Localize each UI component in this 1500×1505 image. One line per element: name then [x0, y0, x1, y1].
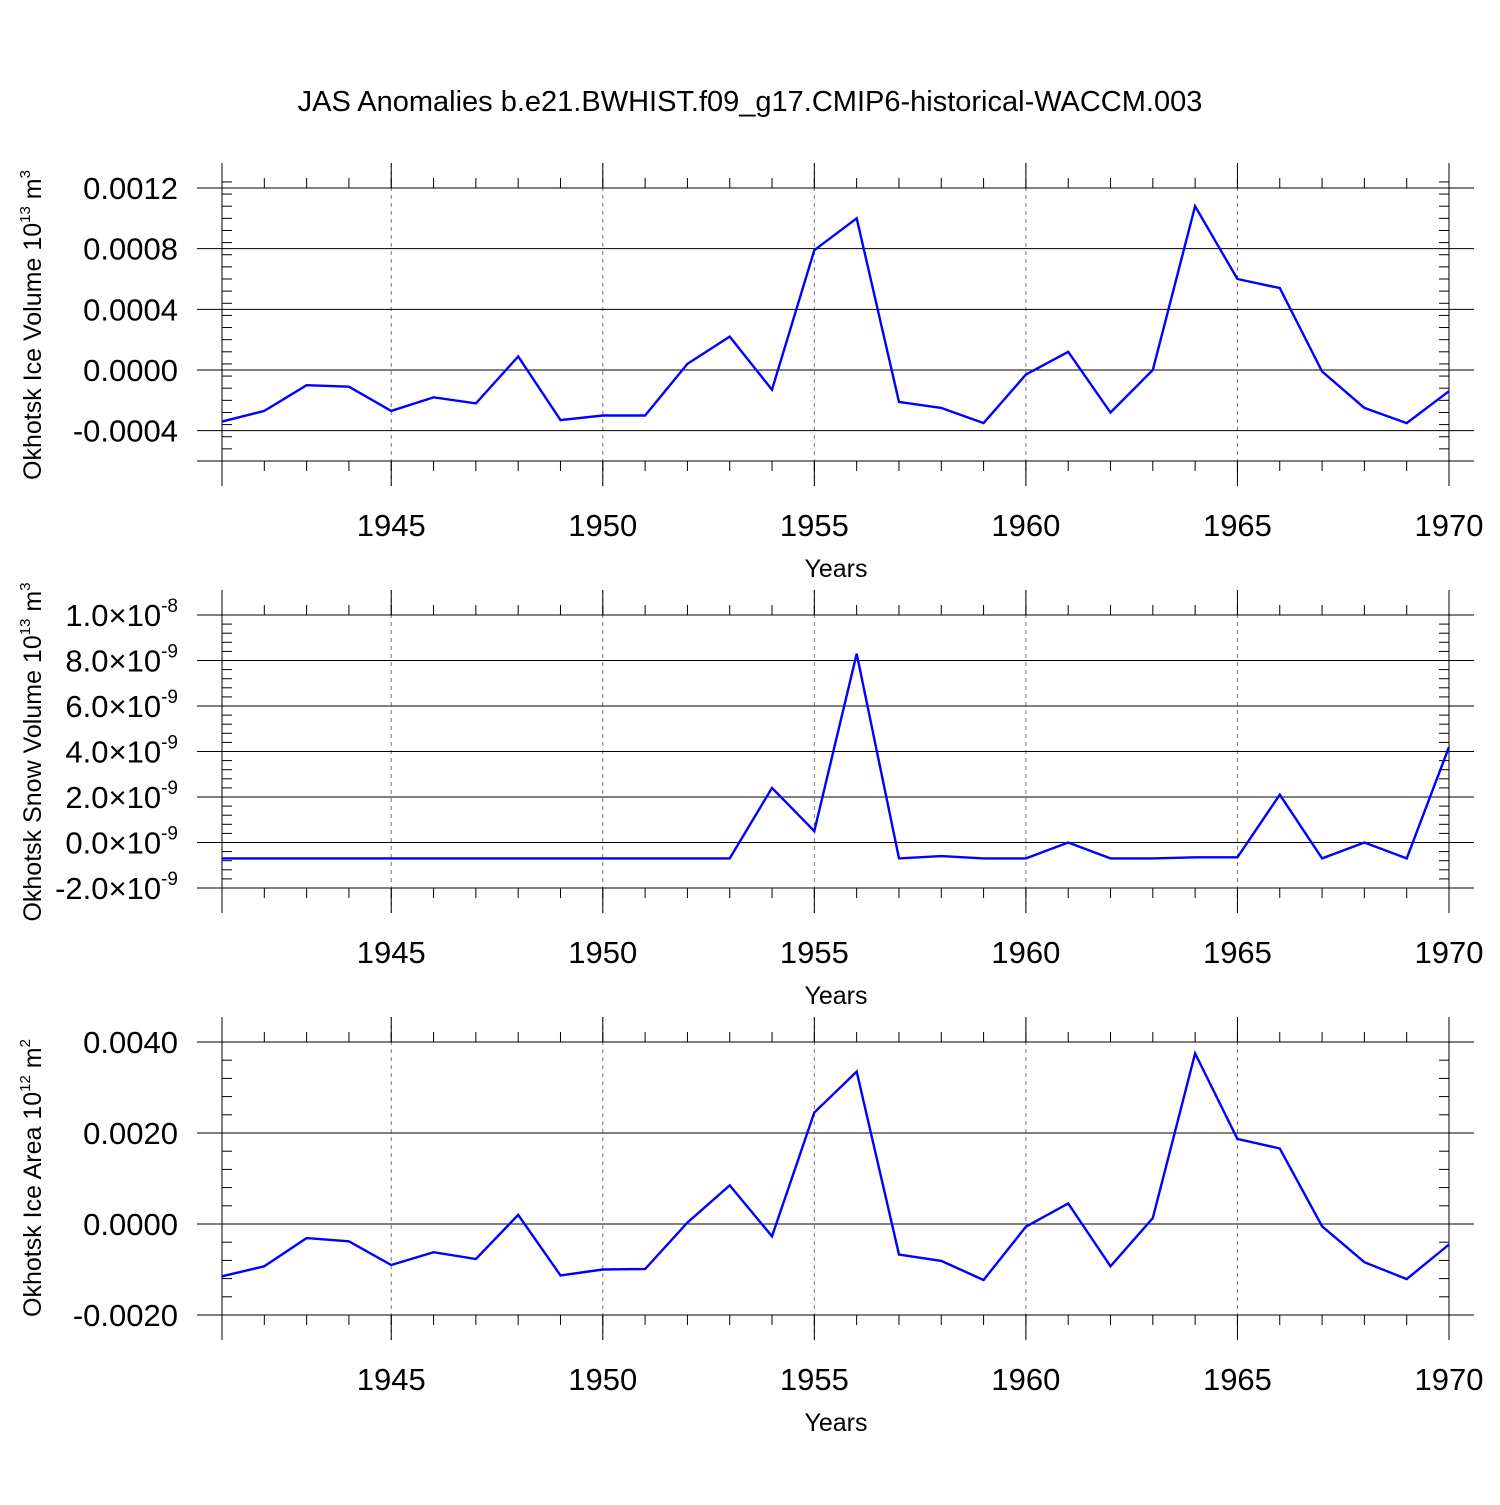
y-axis-title: Okhotsk Snow Volume 1013 m3	[17, 582, 47, 921]
x-tick-label: 1955	[780, 1362, 849, 1397]
y-tick-label: 0.0012	[83, 171, 178, 206]
y-tick-label: 0.0000	[83, 1207, 178, 1242]
y-tick-label: 0.0000	[83, 353, 178, 388]
y-tick-label: 1.0×10-8	[65, 596, 178, 633]
x-tick-label: 1965	[1203, 935, 1272, 970]
y-tick-label: 0.0020	[83, 1116, 178, 1151]
x-axis-title: Years	[804, 982, 867, 1010]
x-tick-label: 1960	[991, 1362, 1060, 1397]
figure-title: JAS Anomalies b.e21.BWHIST.f09_g17.CMIP6…	[297, 86, 1203, 118]
x-tick-label: 1950	[568, 1362, 637, 1397]
y-tick-label: -0.0020	[73, 1298, 178, 1333]
y-tick-label: -2.0×10-9	[55, 869, 178, 906]
y-tick-label: 0.0040	[83, 1025, 178, 1060]
y-tick-label: 0.0×10-9	[65, 824, 178, 861]
x-axis-title: Years	[804, 1409, 867, 1437]
x-tick-label: 1965	[1203, 1362, 1272, 1397]
y-tick-label: 6.0×10-9	[65, 687, 178, 724]
chart-panel-2: 1.0×10-8 8.0×10-9 6.0×10-9 4.0×10-9 2.0×10-9…	[17, 582, 1483, 1010]
y-tick-label: 0.0004	[83, 292, 178, 327]
x-tick-label: 1970	[1415, 935, 1484, 970]
y-axis-title: Okhotsk Ice Volume 1013 m3	[17, 170, 47, 480]
y-tick-label: -0.0004	[73, 414, 178, 449]
x-tick-label: 1960	[991, 935, 1060, 970]
series-line	[221, 1049, 1450, 1282]
x-tick-label: 1945	[357, 508, 426, 543]
x-tick-label: 1960	[991, 508, 1060, 543]
series-line	[222, 653, 1451, 860]
chart-panel-1: 0.0012 0.0008 0.0004 0.0000 -0.0004 1945 1950 1…	[17, 163, 1483, 583]
series-line	[221, 203, 1450, 425]
x-tick-label: 1950	[568, 935, 637, 970]
x-tick-label: 1950	[568, 508, 637, 543]
y-tick-label: 4.0×10-9	[65, 733, 178, 770]
chart-panel-3: 0.0040 0.0020 0.0000 -0.0020 1945 1950 1955 196…	[17, 1017, 1483, 1437]
x-axis-title: Years	[804, 555, 867, 583]
y-tick-label: 2.0×10-9	[65, 778, 178, 815]
y-tick-label: 8.0×10-9	[65, 642, 178, 679]
y-axis-title: Okhotsk Ice Area 1012 m2	[17, 1039, 47, 1317]
x-tick-label: 1955	[780, 508, 849, 543]
x-tick-label: 1945	[357, 935, 426, 970]
x-tick-label: 1970	[1415, 1362, 1484, 1397]
x-tick-label: 1945	[357, 1362, 426, 1397]
x-tick-label: 1965	[1203, 508, 1272, 543]
y-tick-label: 0.0008	[83, 232, 178, 267]
x-tick-label: 1955	[780, 935, 849, 970]
x-tick-label: 1970	[1415, 508, 1484, 543]
